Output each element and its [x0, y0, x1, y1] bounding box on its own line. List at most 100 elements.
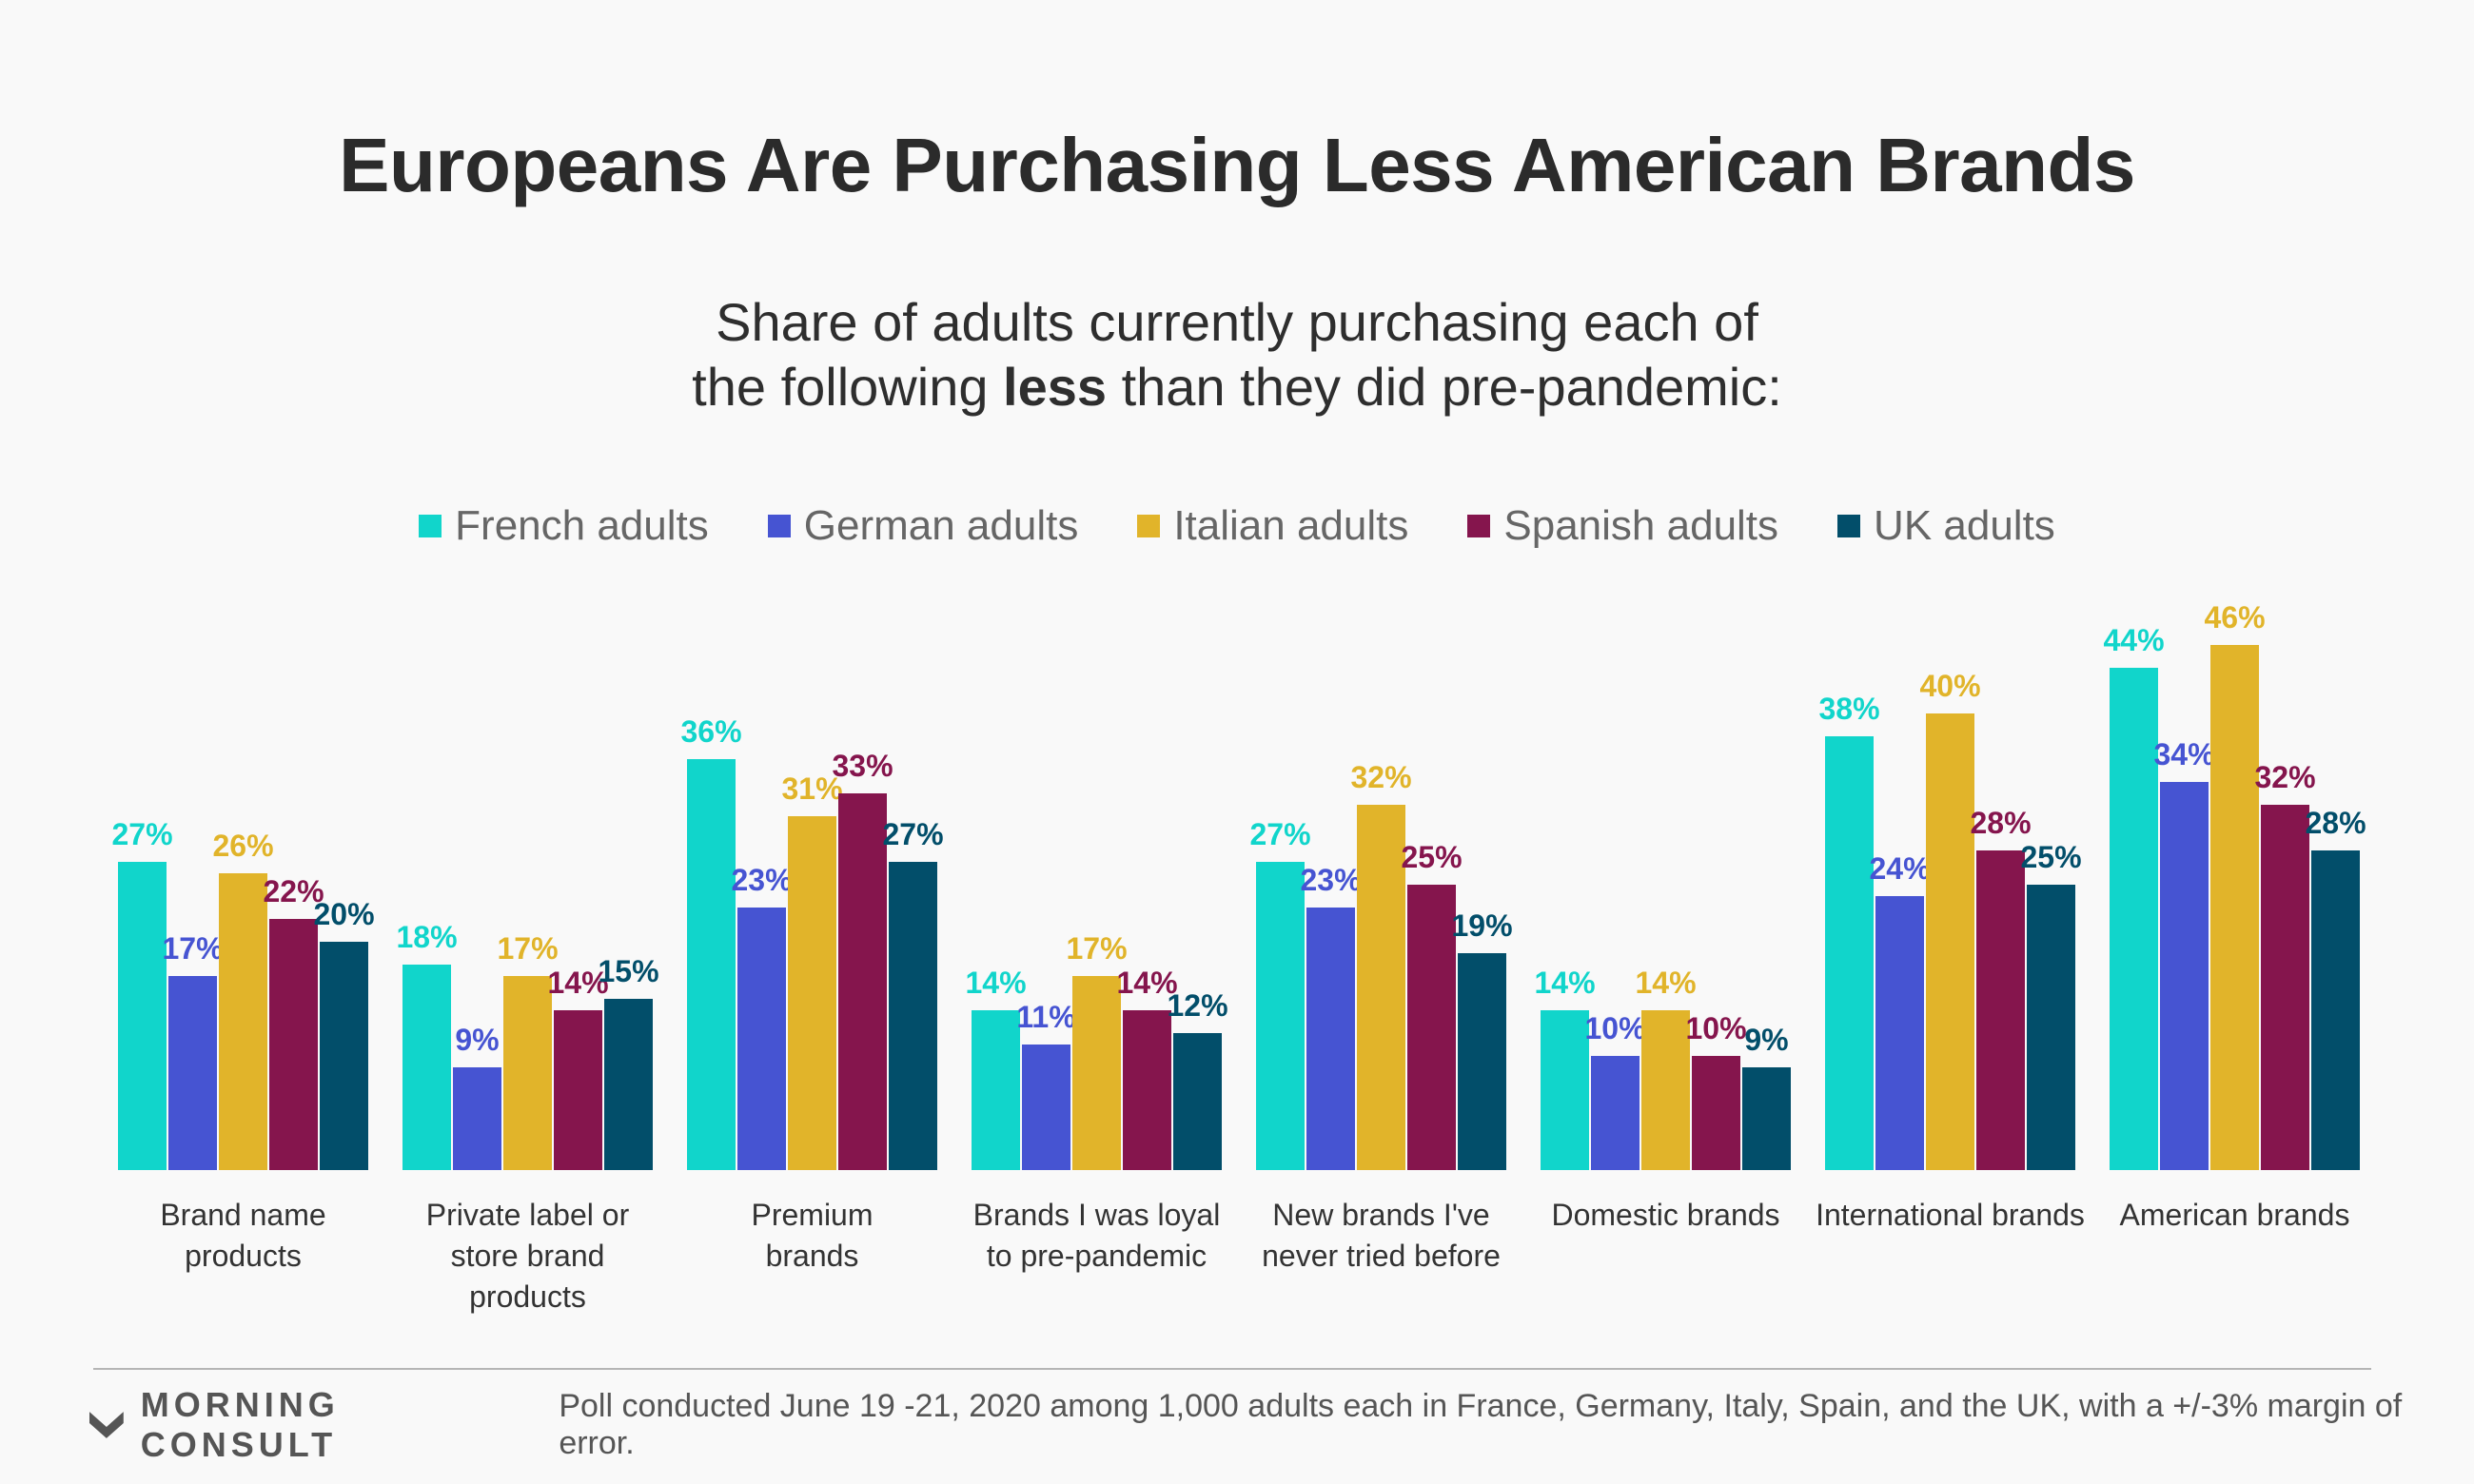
data-label: 9% — [1744, 1023, 1788, 1057]
data-label: 24% — [1869, 851, 1930, 886]
bar — [2160, 782, 2209, 1170]
footer: MORNING CONSULT Poll conducted June 19 -… — [89, 1385, 2474, 1464]
bar — [1123, 1010, 1171, 1170]
chart-legend: French adults German adults Italian adults… — [0, 502, 2474, 550]
subtitle-line-2-end: than they did pre-pandemic: — [1107, 357, 1782, 417]
category-label: International brands — [1816, 1198, 2085, 1232]
bar — [1306, 908, 1355, 1170]
legend-label: Italian adults — [1173, 502, 1409, 549]
data-label: 14% — [965, 966, 1026, 1000]
bar — [2210, 645, 2259, 1170]
bar — [118, 862, 167, 1170]
bar — [1641, 1010, 1690, 1170]
bar — [269, 919, 318, 1170]
data-label: 27% — [882, 817, 943, 851]
bar — [453, 1067, 501, 1170]
legend-label: Spanish adults — [1503, 502, 1779, 549]
data-label: 44% — [2103, 623, 2164, 657]
data-label: 28% — [1970, 806, 2031, 840]
data-label: 25% — [2020, 840, 2081, 874]
subtitle-line-1: Share of adults currently purchasing eac… — [716, 292, 1758, 352]
data-label: 22% — [263, 874, 324, 908]
bar — [554, 1010, 602, 1170]
chart-subtitle: Share of adults currently purchasing eac… — [0, 290, 2474, 420]
bar — [1407, 885, 1456, 1170]
legend-label: UK adults — [1874, 502, 2055, 549]
legend-item-german-adults: German adults — [767, 502, 1079, 550]
bar — [2110, 668, 2158, 1170]
legend-label: German adults — [803, 502, 1079, 549]
bar — [604, 999, 653, 1170]
data-label: 15% — [598, 954, 658, 988]
category-label: Domestic brands — [1551, 1198, 1779, 1232]
legend-swatch — [1467, 515, 1491, 537]
data-label: 11% — [1016, 1000, 1075, 1034]
category-label: New brands I've never tried before — [1262, 1198, 1501, 1273]
data-label: 40% — [1919, 669, 1980, 703]
data-label: 38% — [1818, 692, 1879, 726]
bar — [2311, 850, 2360, 1170]
footer-divider — [93, 1368, 2371, 1370]
legend-swatch — [419, 515, 442, 537]
data-label: 26% — [212, 829, 273, 863]
data-label: 10% — [1685, 1011, 1746, 1045]
chart-title: Europeans Are Purchasing Less American B… — [339, 123, 2135, 207]
bar — [1072, 976, 1121, 1170]
bar — [1875, 896, 1924, 1170]
data-label: 17% — [497, 931, 558, 966]
bar — [1173, 1033, 1222, 1170]
bar — [889, 862, 937, 1170]
subtitle-emphasis: less — [1003, 357, 1108, 417]
bar — [687, 759, 736, 1170]
bar — [1591, 1056, 1640, 1170]
legend-item-uk-adults: UK adults — [1837, 502, 2055, 550]
bar — [1976, 850, 2025, 1170]
category-label: Private label or store brand products — [426, 1198, 630, 1314]
data-label: 23% — [731, 863, 792, 897]
morning-consult-logo-icon — [89, 1412, 124, 1438]
data-label: 9% — [455, 1023, 499, 1057]
data-label: 14% — [1534, 966, 1595, 1000]
legend-item-italian-adults: Italian adults — [1137, 502, 1408, 550]
legend-item-spanish-adults: Spanish adults — [1467, 502, 1778, 550]
data-label: 17% — [1066, 931, 1127, 966]
data-label: 23% — [1300, 863, 1361, 897]
data-label: 27% — [1249, 817, 1310, 851]
bar — [320, 942, 368, 1170]
bar — [503, 976, 552, 1170]
bar — [788, 816, 836, 1170]
data-label: 10% — [1584, 1011, 1645, 1045]
bar — [1926, 713, 1974, 1170]
subtitle-line-2: the following less than they did pre-pan… — [0, 355, 2474, 420]
bar — [403, 965, 451, 1170]
category-label: American brands — [2120, 1198, 2350, 1232]
data-label: 25% — [1401, 840, 1462, 874]
legend-swatch — [767, 515, 791, 537]
legend-swatch — [1837, 515, 1861, 537]
legend-label: French adults — [455, 502, 709, 549]
data-label: 14% — [1116, 966, 1177, 1000]
bar — [1541, 1010, 1589, 1170]
bar-chart: 27% 17% 26% 22%20% Brand name products 18% 9% 17… — [111, 600, 2366, 1314]
category-label: Brands I was loyal to pre-pandemic — [973, 1198, 1221, 1273]
bar — [838, 793, 887, 1170]
data-label: 18% — [396, 920, 457, 954]
bar — [1458, 953, 1506, 1170]
data-label: 34% — [2153, 737, 2214, 771]
data-label: 17% — [162, 931, 223, 966]
bar — [972, 1010, 1020, 1170]
data-label: 20% — [313, 897, 374, 931]
bar — [2027, 885, 2075, 1170]
subtitle-line-2-start: the following — [692, 357, 1004, 417]
bar — [219, 873, 267, 1170]
legend-item-french-adults: French adults — [419, 502, 709, 550]
bar — [737, 908, 786, 1170]
legend-swatch — [1137, 515, 1161, 537]
brand-name: MORNING CONSULT — [140, 1385, 340, 1464]
data-label: 12% — [1167, 988, 1227, 1023]
bar — [1022, 1045, 1070, 1170]
poll-note: Poll conducted June 19 -21, 2020 among 1… — [559, 1388, 2403, 1461]
data-label: 33% — [832, 749, 893, 783]
bar — [168, 976, 217, 1170]
data-label: 36% — [680, 714, 741, 749]
